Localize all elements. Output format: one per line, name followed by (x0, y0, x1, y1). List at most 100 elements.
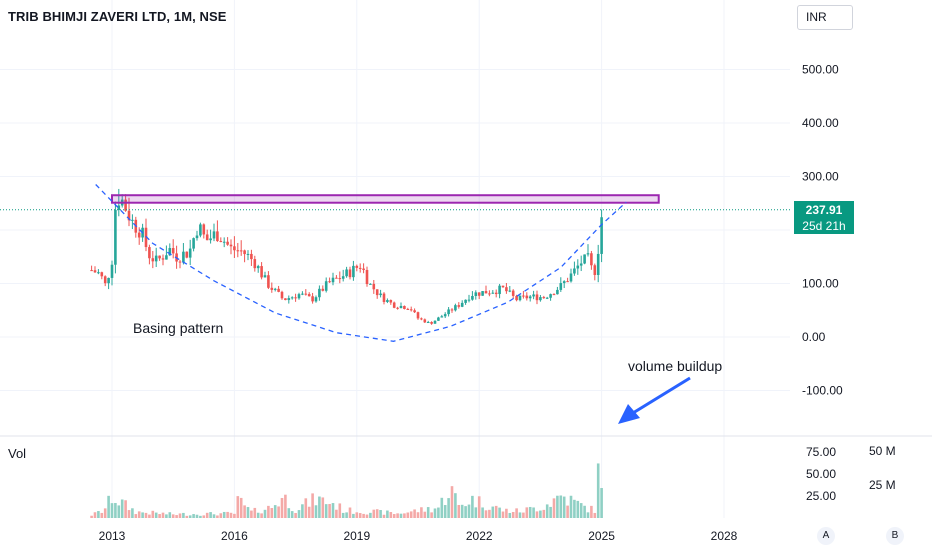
price-tick-label: 400.00 (802, 116, 839, 130)
symbol-title: TRIB BHIMJI ZAVERI LTD, 1M, NSE (8, 9, 227, 24)
candle-body (403, 305, 406, 309)
candle-body (154, 255, 158, 262)
volume-bar (545, 504, 549, 518)
candle-body (287, 298, 291, 301)
volume-bar (569, 495, 573, 518)
volume-bar (127, 510, 131, 518)
volume-bar (110, 503, 114, 518)
volume-bar (522, 512, 525, 518)
candle-body (158, 255, 161, 259)
candle-body (256, 266, 260, 269)
price-tick-label: 100.00 (802, 277, 839, 291)
candle-body (185, 251, 189, 258)
volume-bar (185, 515, 189, 518)
candle-body (522, 295, 525, 297)
candle-body (324, 281, 328, 291)
candle-body (583, 254, 586, 264)
volume-tick-label: 25.00 (806, 489, 836, 503)
volume-bar (413, 509, 416, 518)
candle-body (328, 281, 331, 283)
candle-body (498, 285, 501, 295)
volume-bar (103, 508, 107, 518)
scale-mode-button[interactable]: B (886, 527, 904, 545)
candle-body (212, 231, 216, 239)
candle-body (430, 322, 433, 324)
currency-selector[interactable]: INR (797, 5, 853, 30)
volume-bar (93, 512, 97, 518)
volume-bar (182, 512, 185, 518)
volume-buildup-label[interactable]: volume buildup (628, 358, 723, 374)
candle-body (467, 299, 471, 301)
candle-body (352, 265, 355, 278)
volume-bar (583, 505, 586, 518)
volume-bar (120, 499, 124, 518)
candle-body (392, 302, 396, 308)
auto-scale-button[interactable]: A (817, 527, 835, 545)
candle-body (301, 293, 304, 295)
volume-bar (596, 463, 600, 518)
volume-bar (328, 503, 331, 518)
candle-body (267, 275, 270, 288)
volume-bar (273, 505, 277, 518)
candle-body (110, 264, 114, 278)
volume-bar (549, 506, 552, 518)
volume-bar (556, 495, 559, 518)
candle-body (396, 307, 399, 309)
volume-bar (331, 503, 335, 518)
volume-bar (399, 513, 403, 518)
volume-bar (450, 486, 454, 518)
candle-body (199, 224, 202, 236)
volume-bar (484, 510, 488, 518)
volume-bars (90, 463, 603, 518)
volume-bar (144, 512, 148, 518)
candle-body (491, 292, 495, 294)
volume-bar (151, 510, 155, 518)
candle-body (399, 305, 403, 309)
candle-body (131, 219, 134, 221)
time-tick-label: 2025 (588, 529, 615, 543)
basing-pattern-label[interactable]: Basing pattern (133, 320, 224, 336)
volume-bar (304, 498, 308, 518)
volume-bar (324, 504, 328, 518)
price-tick-label: 500.00 (802, 63, 839, 77)
candle-body (270, 287, 274, 290)
candle-body (501, 285, 505, 288)
volume-bar (263, 509, 267, 518)
candle-body (202, 224, 206, 235)
volume-bar (481, 507, 484, 518)
volume-bar (236, 496, 240, 518)
candle-body (562, 281, 566, 284)
candle-body (321, 288, 325, 291)
time-tick-label: 2028 (711, 529, 738, 543)
volume-bar (158, 514, 161, 518)
candle-body (205, 234, 209, 241)
candle-body (171, 248, 175, 254)
candle-body (525, 295, 529, 299)
volume-bar (154, 512, 158, 518)
candle-body (372, 283, 376, 290)
candle-body (219, 241, 223, 243)
candle-body (124, 199, 127, 211)
candle-body (239, 250, 243, 252)
candle-body (90, 270, 93, 272)
volume-bar (396, 513, 399, 518)
candle-body (518, 295, 522, 301)
volume-bar (307, 506, 311, 518)
volume-bar (355, 512, 359, 518)
volume-bar (168, 512, 172, 518)
candle-body (413, 310, 416, 313)
candle-body (137, 232, 141, 238)
candle-body (226, 241, 229, 245)
volume-bar (403, 513, 406, 518)
price-tick-label: -100.00 (802, 384, 843, 398)
candle-body (304, 293, 308, 295)
candle-body (409, 309, 413, 311)
volume-bar (222, 511, 226, 518)
volume-bar (600, 488, 603, 518)
volume-bar (301, 504, 304, 518)
volume-bar (420, 507, 423, 518)
candle-body (437, 317, 440, 321)
candle-body (229, 244, 233, 247)
candle-body (457, 305, 461, 307)
